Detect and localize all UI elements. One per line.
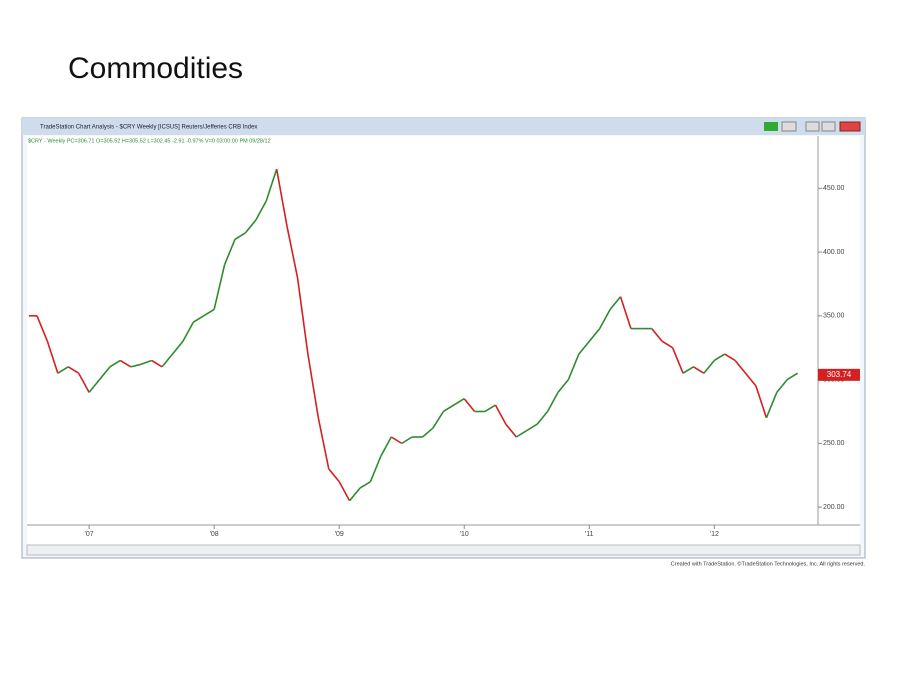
price-segment bbox=[661, 340, 674, 349]
price-segment bbox=[203, 308, 215, 317]
price-segment bbox=[536, 410, 549, 425]
price-segment bbox=[286, 226, 299, 278]
price-segment bbox=[401, 436, 413, 445]
price-segment bbox=[328, 468, 340, 483]
price-segment bbox=[380, 436, 392, 457]
price-segment bbox=[98, 366, 111, 381]
price-segment bbox=[119, 359, 132, 368]
close-button[interactable] bbox=[839, 121, 861, 132]
price-segment bbox=[307, 353, 320, 418]
price-segment bbox=[192, 315, 205, 323]
price-segment bbox=[296, 277, 309, 355]
window-title: TradeStation Chart Analysis - $CRY Weekl… bbox=[40, 125, 257, 131]
price-segment bbox=[348, 487, 361, 502]
price-segment bbox=[359, 480, 371, 489]
window-button[interactable] bbox=[781, 121, 797, 132]
price-segment bbox=[77, 372, 90, 393]
x-tick-label: '08 bbox=[210, 531, 219, 538]
price-segment bbox=[275, 169, 288, 227]
price-segment bbox=[505, 423, 517, 438]
price-segment bbox=[515, 429, 528, 438]
x-tick-label: '09 bbox=[335, 531, 344, 538]
price-segment bbox=[671, 347, 684, 374]
window-titlebar bbox=[22, 118, 865, 135]
price-segment bbox=[484, 404, 496, 413]
price-segment bbox=[36, 315, 49, 342]
price-segment bbox=[776, 379, 788, 393]
window-button[interactable] bbox=[764, 122, 778, 131]
maximize-button[interactable] bbox=[821, 121, 836, 132]
price-segment bbox=[546, 391, 559, 412]
price-segment bbox=[598, 309, 611, 329]
price-segment bbox=[463, 398, 476, 412]
price-segment bbox=[557, 379, 570, 393]
price-segment bbox=[786, 372, 799, 381]
plot-area bbox=[27, 136, 860, 545]
price-segment bbox=[390, 436, 403, 445]
price-segment bbox=[734, 359, 747, 374]
price-segment bbox=[265, 168, 278, 202]
y-tick-label: 450.00 bbox=[823, 185, 845, 192]
price-segment bbox=[744, 372, 757, 387]
minimize-button[interactable] bbox=[805, 121, 820, 132]
x-tick-label: '10 bbox=[460, 531, 469, 538]
price-segment bbox=[567, 353, 580, 380]
price-segment bbox=[494, 404, 507, 425]
y-tick-label: 350.00 bbox=[823, 313, 845, 320]
scrollbar[interactable] bbox=[26, 544, 861, 556]
price-segment bbox=[234, 232, 246, 240]
price-segment bbox=[765, 392, 778, 419]
y-tick-label: 400.00 bbox=[823, 249, 845, 256]
y-tick-label: 250.00 bbox=[823, 440, 845, 447]
info-line: $CRY - Weekly PC=306.71 O=305.52 H=305.5… bbox=[28, 138, 271, 144]
price-segment bbox=[526, 423, 538, 432]
price-segment bbox=[422, 427, 434, 438]
price-segment bbox=[755, 385, 768, 419]
slide-title: Commodities bbox=[68, 52, 243, 85]
price-segment bbox=[432, 411, 445, 429]
price-segment bbox=[140, 359, 152, 366]
price-segment bbox=[693, 366, 705, 374]
price-segment bbox=[182, 321, 195, 342]
price-segment bbox=[57, 366, 69, 374]
last-price-label: 303.74 bbox=[827, 370, 852, 379]
price-segment bbox=[338, 481, 351, 502]
price-segment bbox=[369, 455, 382, 482]
x-tick-label: '07 bbox=[85, 531, 94, 538]
x-tick-label: '11 bbox=[585, 531, 594, 538]
price-segment bbox=[161, 353, 174, 368]
price-segment bbox=[609, 296, 622, 310]
footer: Created with TradeStation. ©TradeStation… bbox=[671, 560, 866, 567]
y-tick-label: 200.00 bbox=[823, 504, 845, 511]
price-segment bbox=[703, 359, 715, 374]
price-segment bbox=[151, 359, 163, 368]
price-segment bbox=[67, 366, 80, 374]
price-segment bbox=[619, 296, 632, 329]
price-segment bbox=[223, 239, 236, 266]
price-segment bbox=[171, 340, 184, 355]
price-segment bbox=[713, 353, 726, 362]
price-segment bbox=[453, 398, 465, 406]
price-segment bbox=[109, 359, 121, 368]
price-segment bbox=[255, 200, 267, 221]
price-segment bbox=[442, 404, 455, 413]
price-segment bbox=[130, 363, 142, 368]
price-segment bbox=[88, 379, 101, 393]
price-segment bbox=[588, 328, 601, 342]
price-segment bbox=[578, 340, 590, 355]
last-price-box bbox=[818, 368, 860, 381]
price-segment bbox=[46, 341, 59, 374]
price-segment bbox=[244, 219, 257, 234]
price-segment bbox=[651, 328, 663, 342]
price-segment bbox=[213, 264, 226, 310]
price-segment bbox=[724, 353, 736, 362]
price-segment bbox=[317, 417, 330, 470]
price-segment bbox=[682, 366, 694, 374]
x-tick-label: '12 bbox=[710, 531, 719, 538]
